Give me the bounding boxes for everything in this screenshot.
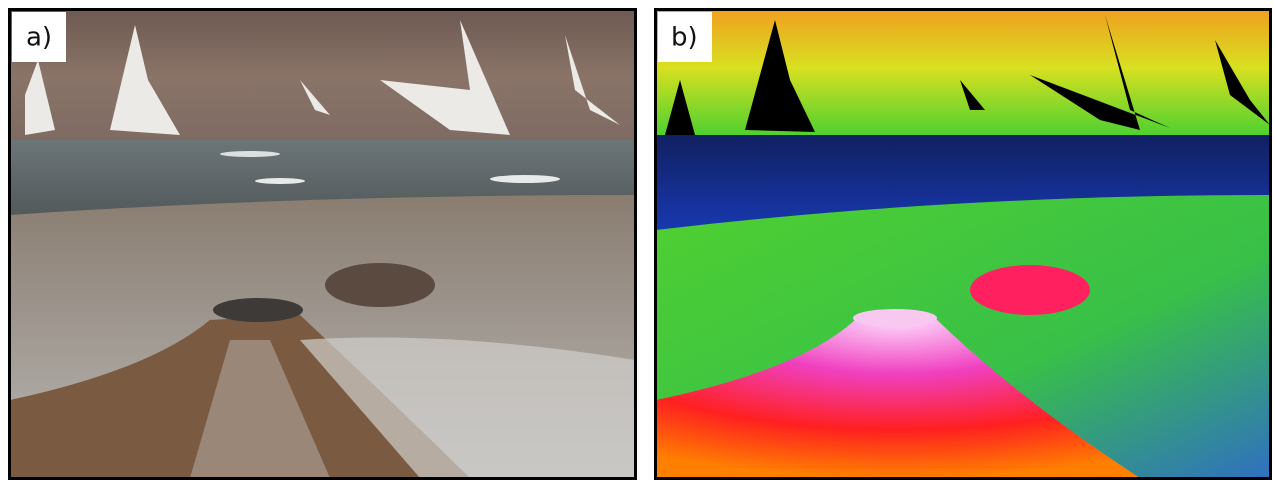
panel-label: a) — [26, 23, 52, 53]
figure: a) b) — [0, 0, 1274, 481]
photo-b — [656, 10, 1270, 478]
panel-label: b) — [671, 23, 698, 53]
photo-a — [10, 10, 635, 478]
